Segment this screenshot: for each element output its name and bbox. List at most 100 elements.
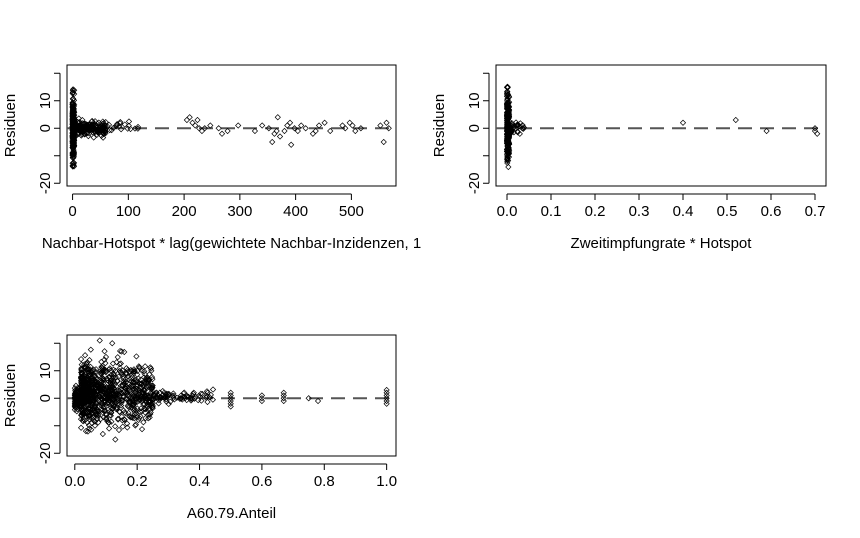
data-point <box>101 348 108 355</box>
data-point <box>69 110 76 117</box>
data-point <box>90 397 97 404</box>
data-point <box>115 415 122 422</box>
data-point <box>131 408 139 416</box>
data-point <box>235 122 242 129</box>
data-point <box>269 138 276 146</box>
data-point <box>298 122 305 129</box>
data-point <box>116 122 123 130</box>
data-point <box>143 384 150 391</box>
data-point <box>101 407 108 415</box>
x-tick-label: 200 <box>172 203 197 220</box>
data-point <box>215 125 222 132</box>
data-point <box>150 396 157 403</box>
data-point <box>137 408 144 415</box>
data-point <box>116 360 123 368</box>
data-point <box>120 407 127 414</box>
data-point <box>71 127 79 134</box>
data-point <box>131 392 138 399</box>
data-point <box>130 397 137 404</box>
data-point <box>327 127 334 135</box>
y-tick-label: 0 <box>466 124 483 132</box>
data-point <box>112 367 119 374</box>
data-point <box>114 354 121 361</box>
data-point <box>100 376 107 383</box>
data-point <box>69 89 76 96</box>
data-point <box>385 125 392 132</box>
data-point <box>86 356 93 364</box>
data-point <box>69 162 76 169</box>
data-point <box>106 425 113 432</box>
data-point <box>145 415 152 422</box>
data-point <box>274 114 281 121</box>
data-point <box>149 405 156 412</box>
data-point <box>116 388 124 395</box>
data-point <box>280 395 287 402</box>
data-point <box>302 125 309 132</box>
data-point <box>77 416 85 423</box>
data-point <box>85 412 92 420</box>
x-tick-label: 1.0 <box>376 473 397 490</box>
data-point <box>315 122 323 129</box>
data-point <box>86 130 93 137</box>
data-point <box>514 121 522 128</box>
data-point <box>121 121 128 128</box>
data-point <box>136 397 143 404</box>
data-point <box>100 134 107 141</box>
data-point <box>258 397 266 405</box>
data-point <box>79 374 87 382</box>
data-point <box>69 90 76 97</box>
data-point <box>77 356 85 363</box>
data-point <box>138 408 146 415</box>
data-point <box>106 394 113 401</box>
data-point <box>183 396 190 404</box>
data-point <box>103 402 110 410</box>
data-point <box>139 389 147 396</box>
data-point <box>105 366 113 373</box>
data-point <box>90 394 97 401</box>
data-point <box>151 390 158 397</box>
data-point <box>138 381 145 388</box>
x-tick-label: 0.0 <box>497 203 518 220</box>
points <box>503 83 821 171</box>
data-point <box>77 411 85 419</box>
data-point <box>128 404 136 411</box>
data-point <box>294 127 301 135</box>
data-point <box>100 407 107 415</box>
data-point <box>814 130 821 137</box>
data-point <box>127 414 134 421</box>
data-point <box>91 118 99 125</box>
data-point <box>138 367 145 374</box>
data-point <box>78 397 85 404</box>
data-point <box>142 409 149 416</box>
data-point <box>113 392 120 399</box>
data-point <box>125 118 133 125</box>
data-point <box>102 359 109 367</box>
x-tick-label: 0.2 <box>127 473 148 490</box>
data-point <box>505 150 513 157</box>
data-point <box>128 378 135 385</box>
data-point <box>281 127 288 135</box>
data-point <box>88 391 96 398</box>
data-point <box>108 127 115 134</box>
data-point <box>383 397 390 405</box>
y-axis-title: Residuen <box>431 94 448 157</box>
data-point <box>105 419 112 426</box>
data-point <box>159 387 166 395</box>
x-axis-title: A60.79.Anteil <box>187 505 276 522</box>
data-point <box>87 388 94 395</box>
x-axis-title: Zweitimpfungrate * Hotspot <box>571 235 753 252</box>
data-point <box>133 410 140 417</box>
data-point <box>276 133 284 140</box>
data-point <box>134 125 141 132</box>
data-point <box>84 359 91 366</box>
data-point <box>102 353 110 361</box>
data-point <box>94 399 101 406</box>
data-point <box>121 409 128 416</box>
data-point <box>136 365 143 372</box>
data-point <box>106 127 113 134</box>
data-point <box>88 379 96 386</box>
data-point <box>156 389 164 396</box>
data-point <box>190 389 197 396</box>
data-point <box>504 88 511 95</box>
y-axis-title: Residuen <box>2 364 19 427</box>
